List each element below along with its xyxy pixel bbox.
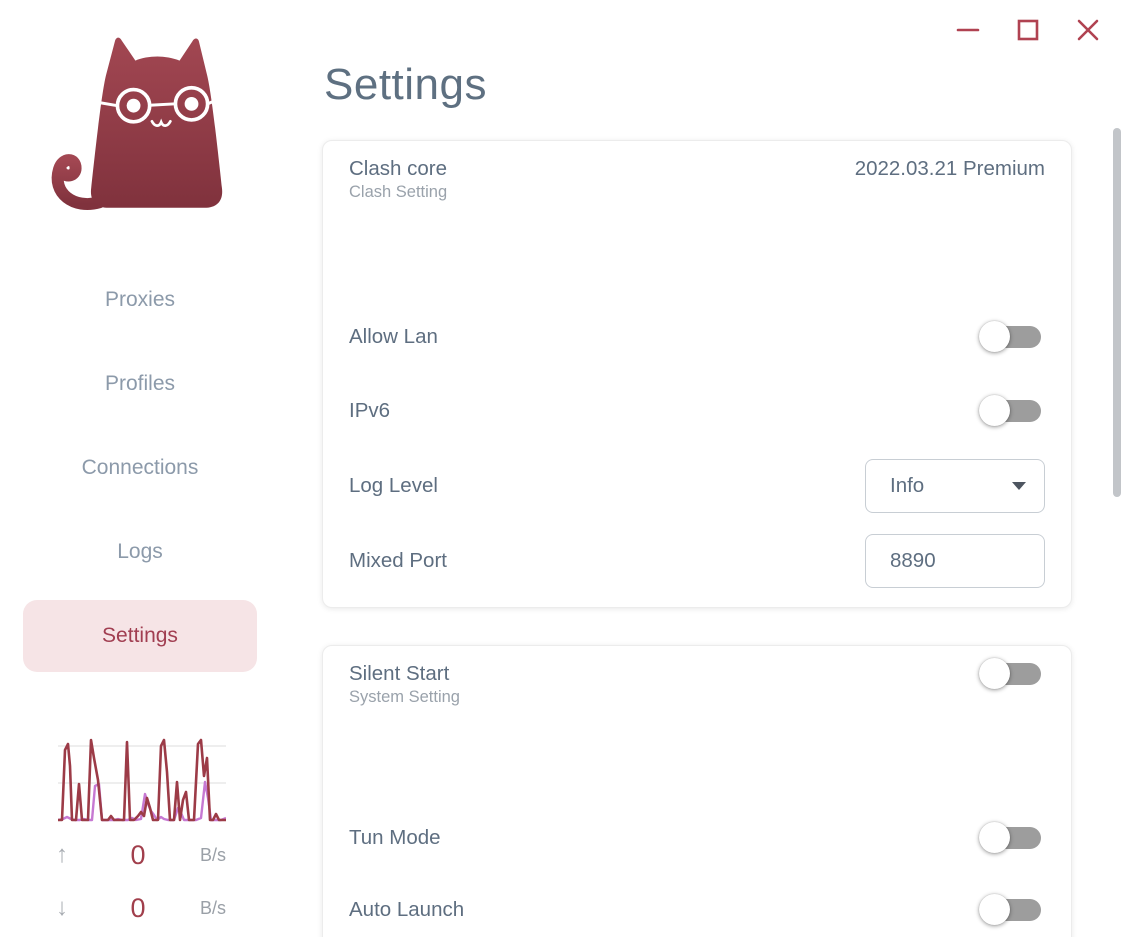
vertical-scrollbar-thumb[interactable] [1113,128,1121,497]
toggle-thumb [979,395,1010,426]
upload-speed-unit: B/s [199,844,226,865]
silent-start-label: Silent Start [349,662,450,685]
toggle-thumb [979,321,1010,352]
mixed-port-label: Mixed Port [349,549,447,572]
system-setting-card: System Setting Tun Mode Auto Launch Sile… [322,645,1072,937]
tun-mode-row: Tun Mode [349,810,1045,866]
allow-lan-label: Allow Lan [349,325,438,348]
silent-start-toggle[interactable] [979,658,1041,690]
window-controls [950,10,1106,50]
clash-core-label: Clash core [349,157,447,180]
chevron-down-icon [1012,482,1026,490]
log-level-label: Log Level [349,474,438,497]
traffic-chart [57,736,227,824]
upload-speed-row: ↑ 0 B/s [56,838,226,872]
sidebar-nav: Proxies Profiles Connections Logs Settin… [0,264,280,672]
clash-cat-logo [48,28,232,222]
sidebar-item-proxies[interactable]: Proxies [23,264,257,336]
ipv6-label: IPv6 [349,399,391,422]
allow-lan-row: Allow Lan [349,309,1045,365]
sidebar-item-logs[interactable]: Logs [23,516,257,588]
clash-core-version: 2022.03.21 Premium [854,157,1045,180]
close-button[interactable] [1070,10,1106,50]
clash-setting-card: Clash Setting Allow Lan IPv6 Log Level I… [322,140,1072,608]
maximize-icon [1016,18,1040,42]
log-level-select[interactable]: Info [865,459,1045,513]
mixed-port-row: Mixed Port [349,533,1045,589]
mixed-port-input[interactable] [865,534,1045,588]
download-speed-unit: B/s [199,897,226,918]
allow-lan-toggle[interactable] [979,321,1041,353]
ipv6-toggle[interactable] [979,395,1041,427]
minimize-button[interactable] [950,10,986,50]
upload-speed-value: 0 [130,839,146,870]
tun-mode-label: Tun Mode [349,826,441,849]
sidebar-item-connections[interactable]: Connections [23,432,257,504]
upload-arrow-icon: ↑ [56,841,68,868]
clash-core-row: Clash core 2022.03.21 Premium [349,141,1045,197]
maximize-button[interactable] [1010,10,1046,50]
close-icon [1076,18,1100,42]
log-level-row: Log Level Info [349,458,1045,514]
toggle-thumb [979,822,1010,853]
auto-launch-label: Auto Launch [349,898,465,921]
log-level-selected-value: Info [890,474,925,497]
sidebar: Proxies Profiles Connections Logs Settin… [0,0,280,937]
download-arrow-icon: ↓ [56,894,68,921]
auto-launch-row: Auto Launch [349,882,1045,937]
auto-launch-toggle[interactable] [979,894,1041,926]
silent-start-row: Silent Start [349,646,1045,702]
page-title: Settings [324,60,487,109]
ipv6-row: IPv6 [349,383,1045,439]
upload-series-line [58,738,226,822]
toggle-thumb [979,894,1010,925]
minimize-icon [956,18,980,42]
tun-mode-toggle[interactable] [979,822,1041,854]
download-speed-value: 0 [130,892,146,923]
download-speed-row: ↓ 0 B/s [56,891,226,925]
section-title-system-setting: System Setting [349,688,460,706]
sidebar-item-profiles[interactable]: Profiles [23,348,257,420]
sidebar-item-settings[interactable]: Settings [23,600,257,672]
toggle-thumb [979,658,1010,689]
section-title-clash-setting: Clash Setting [349,183,448,201]
